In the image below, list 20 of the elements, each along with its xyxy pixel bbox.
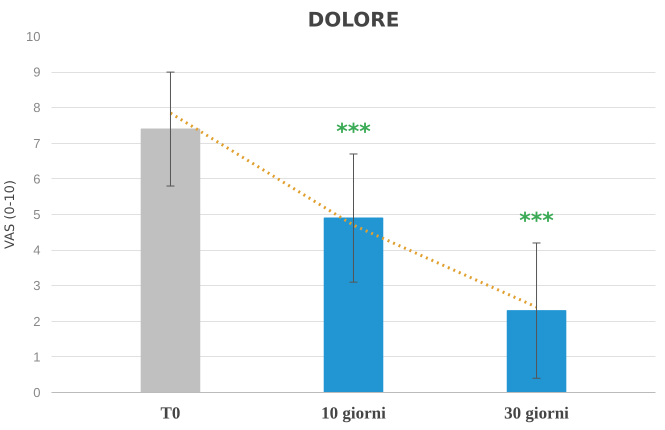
chart-title: DOLORE bbox=[308, 8, 400, 32]
y-tick-label: 6 bbox=[33, 171, 41, 186]
y-tick-label: 10 bbox=[26, 29, 41, 44]
y-tick-label: 9 bbox=[33, 64, 41, 80]
x-tick-label: 30 giorni bbox=[504, 404, 570, 422]
y-tick-label: 5 bbox=[33, 207, 41, 222]
bar bbox=[324, 218, 384, 392]
y-tick-label: 7 bbox=[33, 136, 41, 151]
y-tick-label: 4 bbox=[33, 242, 41, 258]
annotation: *** bbox=[336, 120, 372, 146]
y-axis-title: VAS (0-10) bbox=[3, 180, 18, 249]
x-tick-label: T0 bbox=[160, 404, 180, 422]
bar bbox=[506, 310, 566, 392]
y-tick-label: 1 bbox=[33, 349, 41, 364]
annotation: *** bbox=[519, 209, 554, 234]
y-tick-label: 3 bbox=[33, 278, 41, 294]
y-tick-label: 0 bbox=[33, 385, 41, 400]
x-tick-label: 10 giorni bbox=[321, 404, 386, 422]
y-tick-label: 8 bbox=[33, 100, 41, 116]
y-tick-label: 2 bbox=[33, 314, 41, 329]
